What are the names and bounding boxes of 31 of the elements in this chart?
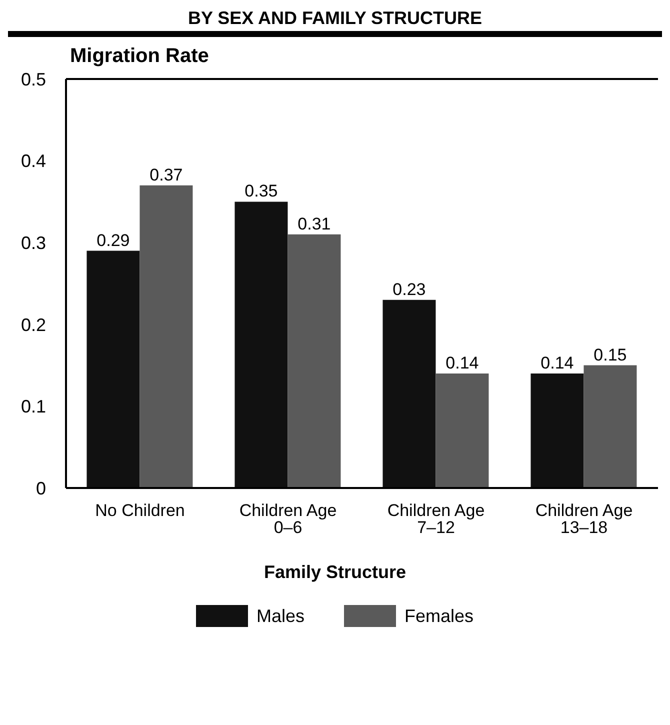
bar <box>234 202 288 488</box>
x-tick-label: Children Age 13–18 <box>535 501 633 538</box>
data-label: 0.14 <box>540 353 574 372</box>
y-tick-label: 0.4 <box>20 151 46 172</box>
y-tick-label: 0.1 <box>20 396 46 417</box>
data-label: 0.23 <box>392 280 426 299</box>
bar <box>288 234 341 488</box>
data-label: 0.29 <box>96 230 130 250</box>
data-label: 0.37 <box>150 165 183 184</box>
bar <box>382 300 436 488</box>
y-tick-label: 0.2 <box>20 314 46 335</box>
x-axis-title: Family Structure <box>262 562 408 583</box>
data-label: 0.14 <box>446 353 479 372</box>
y-axis-title: Migration Rate <box>70 45 210 68</box>
x-tick-label: Children Age 7–12 <box>387 501 485 538</box>
bar <box>86 250 140 488</box>
y-tick-label: 0 <box>36 478 46 498</box>
data-label: 0.35 <box>244 182 278 201</box>
data-label: 0.31 <box>298 214 331 234</box>
chart-title: BY SEX AND FAMILY STRUCTURE <box>186 8 484 29</box>
bar <box>140 185 193 488</box>
bar <box>436 373 489 488</box>
data-label: 0.15 <box>594 345 627 364</box>
y-tick-label: 0.5 <box>20 69 46 90</box>
legend-label: Females <box>404 606 474 626</box>
bar <box>584 365 637 488</box>
x-tick-label: Children Age 0–6 <box>239 501 337 538</box>
y-tick-label: 0.3 <box>20 232 46 253</box>
bar <box>530 373 584 488</box>
legend-label: Males <box>256 606 304 626</box>
x-tick-label: No Children <box>95 501 185 520</box>
